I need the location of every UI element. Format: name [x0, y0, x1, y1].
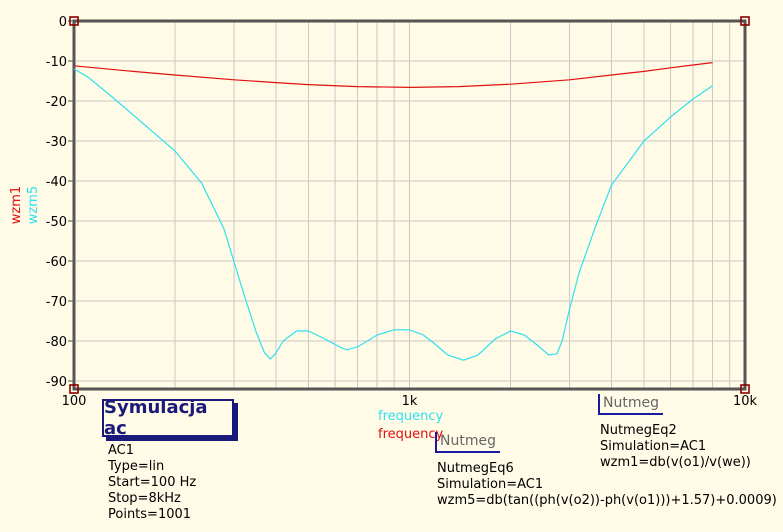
nutmeg-eq6-tag[interactable]: Nutmeg	[435, 432, 500, 453]
y-tick-label: -20	[46, 95, 67, 110]
y-tick-label: -50	[46, 215, 67, 230]
series-wzm5	[73, 68, 713, 361]
x-tick-label: 100	[62, 394, 87, 409]
simulation-title[interactable]: Symulacja ac	[102, 397, 234, 439]
nutmeg-eq6-params: NutmegEq6 Simulation=AC1 wzm5=db(tan((ph…	[437, 461, 777, 509]
y-axis-label-wzm1: wzm1	[9, 186, 24, 224]
eq6-line: wzm5=db(tan((ph(v(o2))-ph(v(o1)))+1.57)+…	[437, 493, 777, 508]
eq6-line: NutmegEq6	[437, 461, 514, 476]
x-tick-label: 1k	[402, 394, 418, 409]
nutmeg-eq2-params: NutmegEq2 Simulation=AC1 wzm1=db(v(o1)/v…	[600, 423, 751, 471]
plot-frame	[72, 19, 747, 391]
y-tick-label: 0	[59, 15, 67, 30]
corner-marker	[740, 384, 750, 394]
corner-marker	[69, 16, 79, 26]
x-tick-label: 10k	[733, 394, 758, 409]
nutmeg-eq2-tag[interactable]: Nutmeg	[598, 394, 663, 415]
corner-markers	[69, 16, 750, 394]
y-tick-label: -30	[46, 135, 67, 150]
sim-line: Type=lin	[108, 459, 165, 474]
plot-grid	[74, 20, 745, 389]
y-tick-label: -40	[46, 175, 67, 190]
eq2-line: NutmegEq2	[600, 423, 677, 438]
sim-line: Stop=8kHz	[108, 491, 181, 506]
series-wzm1	[73, 62, 713, 89]
simulation-params: AC1 Type=lin Start=100 Hz Stop=8kHz Poin…	[108, 443, 196, 523]
x-axis-label-red: frequency	[378, 427, 444, 442]
axis-ticks: 0 -10 -20 -30 -40 -50 -60 -70 -80 -90 100 1k 10k	[46, 15, 758, 409]
sim-line: Points=1001	[108, 507, 192, 522]
corner-marker	[69, 384, 79, 394]
sim-line: Start=100 Hz	[108, 475, 197, 490]
eq2-line: Simulation=AC1	[600, 439, 707, 454]
y-tick-label: -60	[46, 255, 67, 270]
y-tick-label: -80	[46, 335, 67, 350]
y-tick-label: -10	[46, 55, 67, 70]
series-lines	[73, 62, 713, 361]
y-tick-label: -90	[46, 375, 67, 390]
y-axis-label-wzm5: wzm5	[26, 186, 41, 224]
eq6-line: Simulation=AC1	[437, 477, 544, 492]
y-tick-label: -70	[46, 295, 67, 310]
sim-line: AC1	[108, 443, 135, 458]
corner-marker	[740, 16, 750, 26]
eq2-line: wzm1=db(v(o1)/v(we))	[600, 455, 751, 470]
y-axis-labels: wzm1 wzm5	[9, 186, 41, 224]
x-axis-label-cyan: frequency	[378, 409, 444, 424]
